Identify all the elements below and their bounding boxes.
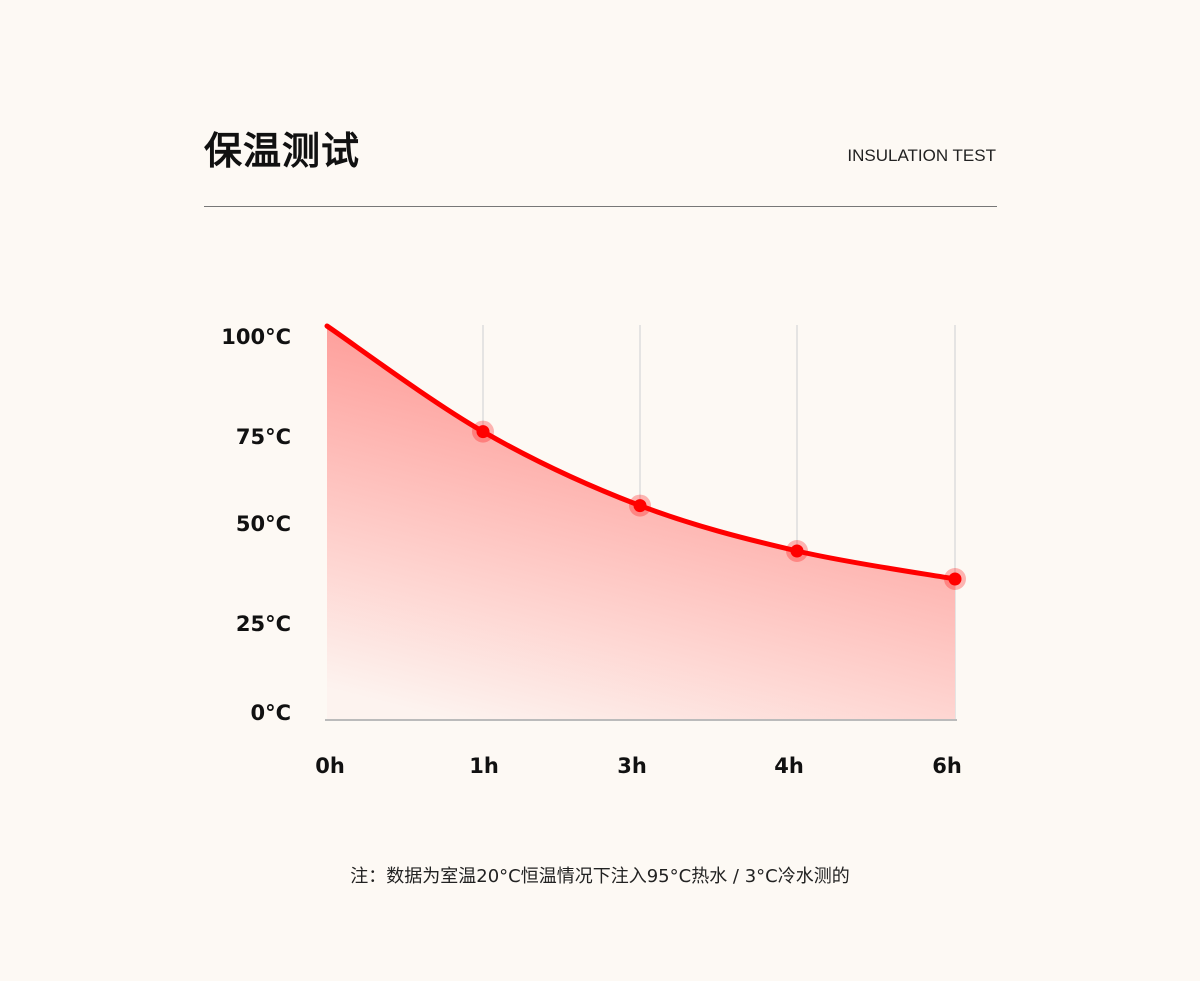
data-point-3h xyxy=(633,499,647,513)
x-tick-label: 1h xyxy=(469,754,499,778)
data-point-1h xyxy=(476,425,490,439)
y-tick-label: 25°C xyxy=(236,612,291,636)
x-tick-label: 4h xyxy=(774,754,804,778)
y-tick-label: 50°C xyxy=(236,512,291,536)
data-point-4h xyxy=(790,544,804,558)
area-fill xyxy=(327,326,955,720)
x-tick-label: 3h xyxy=(617,754,647,778)
data-point-6h xyxy=(948,572,962,586)
page-subtitle: INSULATION TEST xyxy=(847,146,996,165)
x-tick-label: 6h xyxy=(932,754,962,778)
divider xyxy=(204,206,997,207)
y-tick-label: 0°C xyxy=(250,701,291,725)
x-tick-label: 0h xyxy=(315,754,345,778)
y-tick-label: 75°C xyxy=(236,425,291,449)
y-tick-label: 100°C xyxy=(221,325,291,349)
footnote: 注：数据为室温20°C恒温情况下注入95°C热水 / 3°C冷水测的 xyxy=(350,866,850,887)
page-title: 保温测试 xyxy=(204,129,361,173)
